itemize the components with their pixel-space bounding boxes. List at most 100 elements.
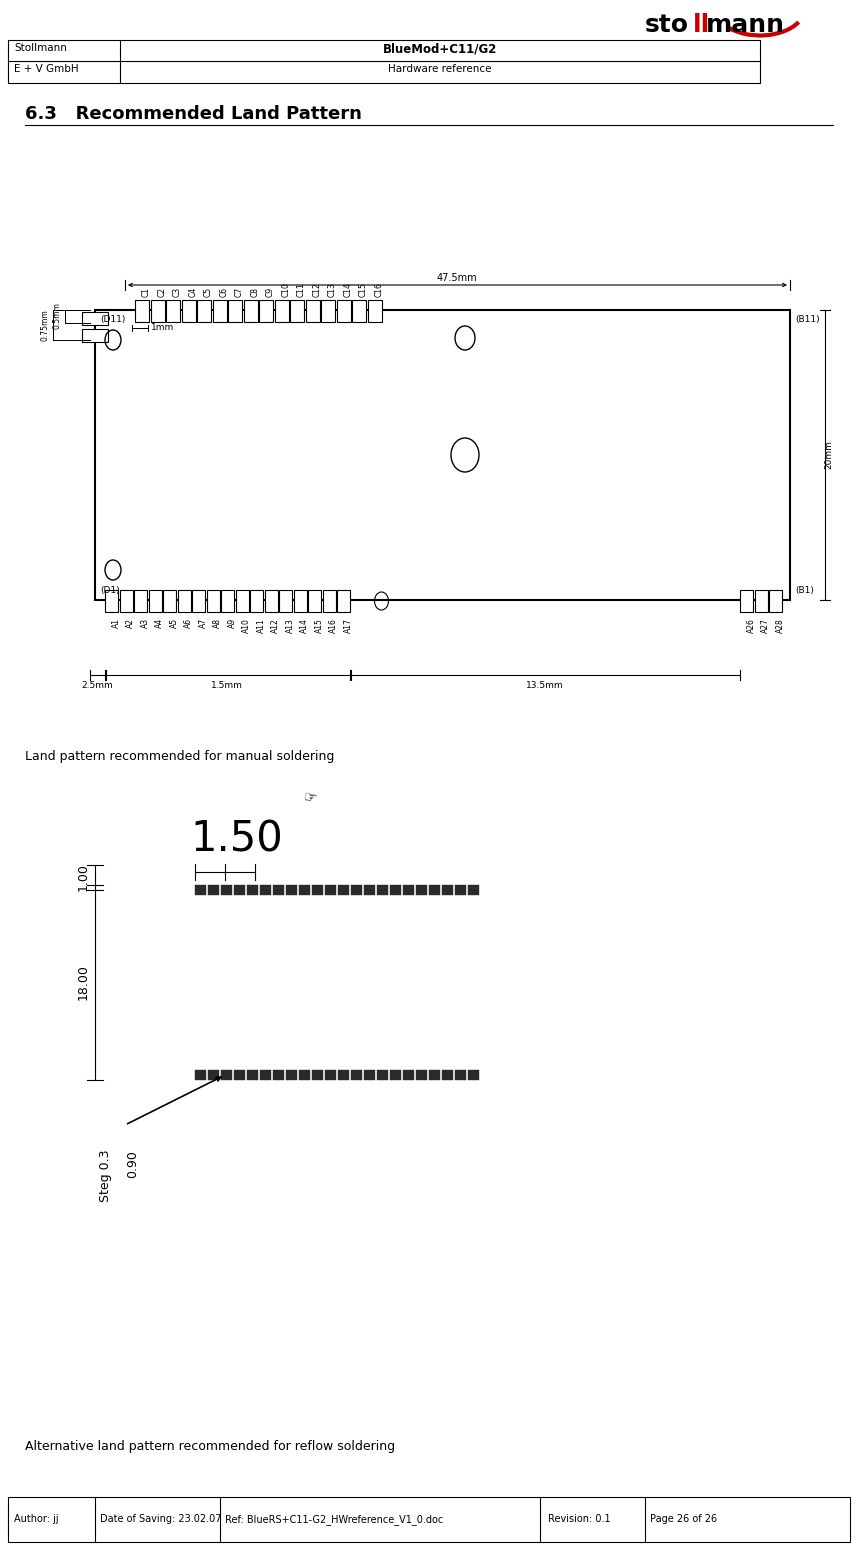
Bar [82,312,108,325]
Text: A9: A9 [227,617,237,628]
Text: Alternative land pattern recommended for reflow soldering: Alternative land pattern recommended for… [25,1440,396,1453]
Text: A3: A3 [141,617,149,628]
Text: A7: A7 [198,617,208,628]
Bar [234,1071,245,1080]
Text: A17: A17 [343,617,353,633]
Text: A1: A1 [112,617,120,628]
Text: A26: A26 [746,617,756,633]
Text: A27: A27 [761,617,770,633]
Bar [178,589,190,613]
Bar [273,1071,284,1080]
Text: A10: A10 [242,617,251,633]
Bar [299,1071,310,1080]
Bar [325,885,336,896]
Bar [208,1071,219,1080]
Text: A13: A13 [286,617,294,633]
Text: ll: ll [693,12,710,37]
Bar [82,330,108,342]
Bar [351,885,362,896]
Bar [336,300,351,322]
Text: A14: A14 [300,617,309,633]
Text: Date of Saving: 23.02.07: Date of Saving: 23.02.07 [100,1515,221,1524]
Bar [182,300,196,322]
Text: (B11): (B11) [795,316,819,323]
Text: 0.5mm: 0.5mm [53,303,62,330]
Bar [468,885,479,896]
Bar [235,589,249,613]
Bar [163,589,176,613]
Text: C5: C5 [204,286,213,297]
Bar [195,885,206,896]
Text: Page 26 of 26: Page 26 of 26 [650,1515,717,1524]
Bar [135,300,149,322]
Text: C13: C13 [328,282,337,297]
Text: 47.5mm: 47.5mm [437,272,477,283]
Bar [403,885,414,896]
Text: C14: C14 [343,282,353,297]
Bar [221,589,234,613]
Bar [260,885,271,896]
Text: Author: jj: Author: jj [14,1515,58,1524]
Bar [468,1071,479,1080]
Bar [312,1071,323,1080]
Text: A2: A2 [126,617,135,628]
Bar [455,885,466,896]
Bar [429,1071,440,1080]
Text: 18.00: 18.00 [77,964,90,999]
Text: 1mm: 1mm [150,323,174,333]
Bar [312,885,323,896]
Text: Ref: BlueRS+C11-G2_HWreference_V1_0.doc: Ref: BlueRS+C11-G2_HWreference_V1_0.doc [225,1515,444,1525]
Text: Land pattern recommended for manual soldering: Land pattern recommended for manual sold… [25,750,335,763]
Bar [228,300,242,322]
Text: A5: A5 [170,617,178,628]
Text: C15: C15 [359,282,368,297]
Bar [769,589,782,613]
Text: Revision: 0.1: Revision: 0.1 [548,1515,611,1524]
Bar [207,589,220,613]
Text: Stollmann: Stollmann [14,43,67,53]
Text: (D11): (D11) [100,316,125,323]
Bar [247,885,258,896]
Text: sto: sto [645,12,689,37]
Text: A8: A8 [213,617,222,628]
Bar [338,1071,349,1080]
Text: E + V GmbH: E + V GmbH [14,63,79,74]
Bar [323,589,335,613]
Bar [273,885,284,896]
Bar [250,589,263,613]
Text: C6: C6 [220,286,228,297]
Bar [221,1071,232,1080]
Text: C12: C12 [312,282,322,297]
Bar [403,1071,414,1080]
Bar [148,589,161,613]
Text: 20mm: 20mm [825,441,833,469]
Bar [260,1071,271,1080]
Text: C8: C8 [251,288,259,297]
Text: C4: C4 [189,286,197,297]
Bar [221,885,232,896]
Bar [166,300,180,322]
Text: C3: C3 [173,286,182,297]
Text: mann: mann [706,12,785,37]
Bar [455,1071,466,1080]
Text: C16: C16 [374,282,384,297]
Bar [195,1071,206,1080]
Bar [325,1071,336,1080]
Bar [247,1071,258,1080]
Bar [377,1071,388,1080]
Text: A28: A28 [776,617,784,633]
Text: 0.90: 0.90 [126,1149,140,1177]
Bar [197,300,211,322]
Text: BlueMod+C11/G2: BlueMod+C11/G2 [383,43,497,56]
Bar [429,885,440,896]
Text: C11: C11 [297,282,306,297]
Text: 2.5mm: 2.5mm [82,681,113,690]
Bar [293,589,306,613]
Bar [105,589,118,613]
Text: C9: C9 [266,286,275,297]
Text: C10: C10 [281,282,291,297]
Bar [740,589,753,613]
Bar [338,885,349,896]
Text: 6.3   Recommended Land Pattern: 6.3 Recommended Land Pattern [25,105,362,124]
Text: A12: A12 [271,617,280,633]
